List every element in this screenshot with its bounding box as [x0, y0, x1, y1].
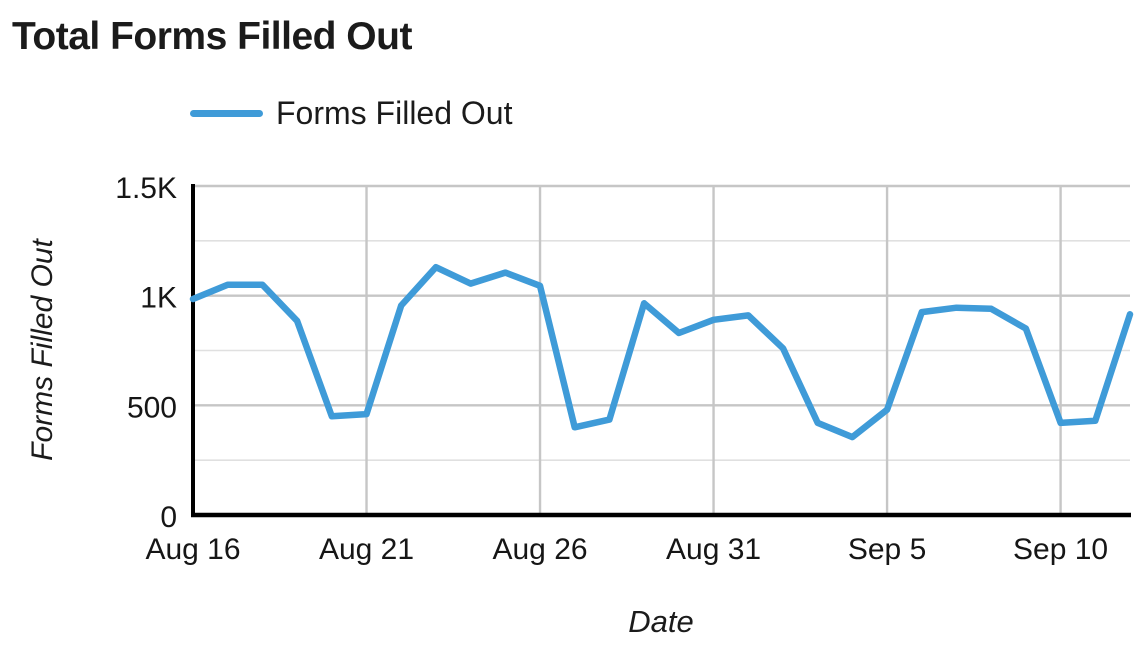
x-tick-label: Aug 16	[145, 533, 240, 566]
y-tick-label: 0	[160, 501, 177, 534]
x-tick-label: Sep 5	[848, 533, 926, 566]
legend-swatch-line	[190, 109, 263, 117]
chart-title: Total Forms Filled Out	[12, 15, 412, 58]
series-line-forms-filled-out	[189, 263, 1134, 441]
x-axis-title: Date	[628, 604, 694, 639]
legend: Forms Filled Out	[190, 96, 512, 130]
x-tick-label: Sep 10	[1013, 533, 1108, 566]
legend-label: Forms Filled Out	[276, 95, 513, 131]
y-tick-label: 1K	[140, 282, 177, 315]
y-tick-label: 1.5K	[115, 172, 177, 205]
x-tick-label: Aug 21	[319, 533, 414, 566]
y-tick-label: 500	[127, 391, 177, 424]
legend-item-forms-filled-out[interactable]: Forms Filled Out	[190, 97, 512, 129]
x-tick-label: Aug 26	[492, 533, 587, 566]
x-tick-label: Aug 31	[666, 533, 761, 566]
